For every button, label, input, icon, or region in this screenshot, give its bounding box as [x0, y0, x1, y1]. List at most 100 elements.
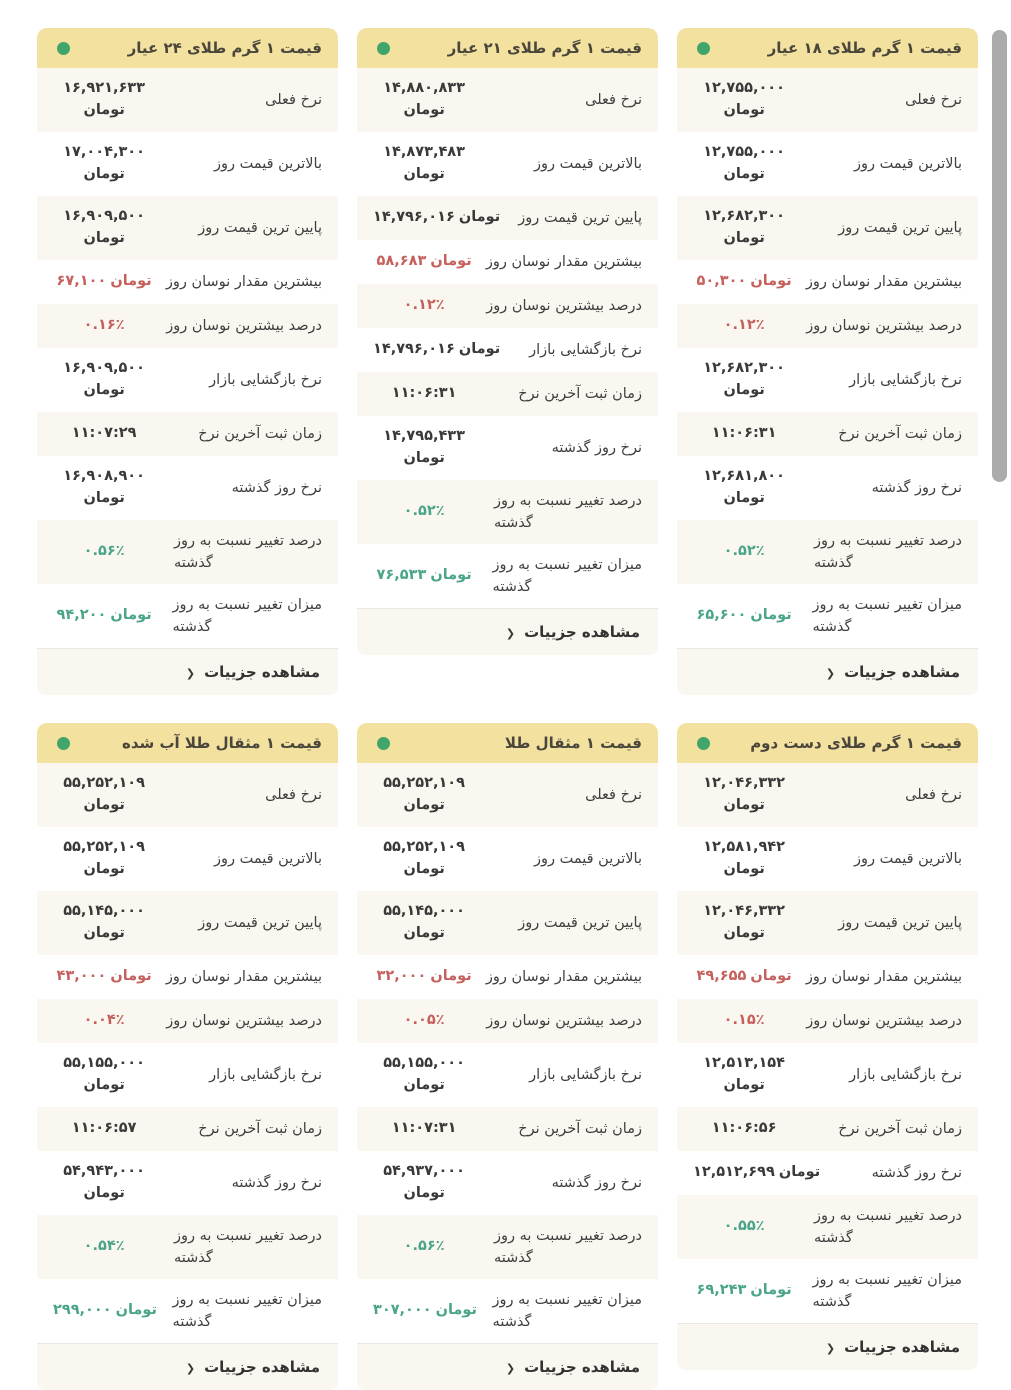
view-details-link[interactable]: مشاهده جزییات ❮ [357, 1343, 658, 1390]
view-details-label: مشاهده جزییات [204, 663, 320, 681]
value-number: ۵۵,۲۵۲,۱۰۹ [63, 839, 146, 856]
value-number: ۱۷,۰۰۴,۳۰۰ [63, 144, 146, 161]
card-title: قیمت ۱ گرم طلای دست دوم [750, 734, 962, 752]
row-value: ۰.۰۵٪ [373, 1010, 475, 1032]
value-number: ۹۴,۲۰۰ [56, 607, 107, 624]
row-label-text: بالاترین قیمت روز [854, 850, 962, 867]
row-value: ۱۲,۷۵۵,۰۰۰ تومان [693, 142, 795, 186]
value-number: ۰.۵۶٪ [403, 1238, 445, 1255]
value-number: ۱۱:۰۶:۵۶ [711, 1120, 777, 1137]
price-row-current_rate: نرخ فعلی ۵۵,۲۵۲,۱۰۹ تومان [37, 763, 338, 827]
value-unit: تومان [83, 1077, 125, 1093]
row-label: میزان تغییر نسبت به روز گذشته [157, 1289, 322, 1334]
value-number: ۳۰۷,۰۰۰ [373, 1302, 432, 1319]
value-unit: تومان [458, 209, 501, 226]
value-number: ۱۲,۶۸۲,۳۰۰ [703, 208, 786, 225]
price-row-current_rate: نرخ فعلی ۱۶,۹۲۱,۶۳۳ تومان [37, 68, 338, 132]
row-value: ۱۶,۹۰۸,۹۰۰ تومان [53, 466, 155, 510]
value-unit: تومان [83, 861, 125, 877]
value-number: ۵۵,۱۴۵,۰۰۰ [63, 903, 146, 920]
row-label: میزان تغییر نسبت به روز گذشته [477, 1289, 642, 1334]
row-value: ۵۵,۱۵۵,۰۰۰ تومان [53, 1053, 155, 1097]
row-value: ۴۹,۶۵۵ تومان [693, 966, 795, 988]
price-row-last_rate_time: زمان ثبت آخرین نرخ ۱۱:۰۶:۵۷ [37, 1107, 338, 1151]
row-value: ۰.۱۵٪ [693, 1010, 795, 1032]
row-label: درصد بیشترین نوسان روز [155, 315, 322, 337]
row-label: بالاترین قیمت روز [475, 153, 642, 175]
value-number: ۰.۵۲٪ [403, 503, 445, 520]
row-label-text: نرخ روز گذشته [871, 479, 962, 496]
row-value: ۳۰۷,۰۰۰ تومان [373, 1300, 477, 1322]
row-value: ۱۲,۶۸۲,۳۰۰ تومان [693, 206, 795, 250]
row-value: ۹۴,۲۰۰ تومان [53, 605, 155, 627]
price-row-change_amount: میزان تغییر نسبت به روز گذشته ۶۵,۶۰۰ تومان [677, 584, 978, 648]
price-row-yesterday_rate: نرخ روز گذشته ۵۴,۹۳۷,۰۰۰ تومان [357, 1151, 658, 1215]
value-unit: تومان [750, 607, 792, 624]
price-row-highest_day: بالاترین قیمت روز ۱۲,۵۸۱,۹۴۲ تومان [677, 827, 978, 891]
row-label-text: درصد تغییر نسبت به روز گذشته [493, 1227, 642, 1266]
row-label-text: پایین ترین قیمت روز [518, 209, 642, 226]
view-details-label: مشاهده جزییات [524, 1358, 640, 1376]
value-number: ۱۱:۰۶:۳۱ [711, 425, 777, 442]
price-row-max_fluct_percent: درصد بیشترین نوسان روز ۰.۰۴٪ [37, 999, 338, 1043]
row-label-text: زمان ثبت آخرین نرخ [198, 425, 322, 442]
value-number: ۰.۱۶٪ [83, 317, 125, 334]
row-label: زمان ثبت آخرین نرخ [475, 383, 642, 405]
row-label: بالاترین قیمت روز [795, 848, 962, 870]
value-unit: تومان [403, 166, 445, 182]
price-row-opening_rate: نرخ بازگشایی بازار ۱۴,۷۹۶,۰۱۶ تومان [357, 328, 658, 372]
value-number: ۵۰,۳۰۰ [696, 273, 747, 290]
price-row-change_percent: درصد تغییر نسبت به روز گذشته ۰.۵۶٪ [357, 1215, 658, 1279]
value-number: ۴۳,۰۰۰ [56, 968, 107, 985]
value-unit: تومان [750, 1282, 792, 1299]
row-label-text: پایین ترین قیمت روز [838, 219, 962, 236]
row-label-text: میزان تغییر نسبت به روز گذشته [172, 596, 322, 635]
price-row-change_amount: میزان تغییر نسبت به روز گذشته ۳۰۷,۰۰۰ تومان [357, 1279, 658, 1343]
view-details-link[interactable]: مشاهده جزییات ❮ [357, 608, 658, 655]
price-card-18k-gram: قیمت ۱ گرم طلای ۱۸ عیار نرخ فعلی ۱۲,۷۵۵,۰۰… [677, 28, 978, 695]
row-label: نرخ فعلی [475, 784, 642, 806]
price-row-change_percent: درصد تغییر نسبت به روز گذشته ۰.۵۶٪ [37, 520, 338, 584]
value-number: ۱۲,۰۴۶,۳۳۲ [703, 775, 786, 792]
view-details-label: مشاهده جزییات [844, 1338, 960, 1356]
view-details-link[interactable]: مشاهده جزییات ❮ [677, 648, 978, 695]
row-label-text: درصد تغییر نسبت به روز گذشته [173, 1227, 322, 1266]
scrollbar-thumb[interactable] [992, 30, 1007, 482]
price-row-lowest_day: پایین ترین قیمت روز ۱۴,۷۹۶,۰۱۶ تومان [357, 196, 658, 240]
row-label-text: زمان ثبت آخرین نرخ [838, 425, 962, 442]
row-label: پایین ترین قیمت روز [155, 217, 322, 239]
price-row-max_fluct_percent: درصد بیشترین نوسان روز ۰.۱۶٪ [37, 304, 338, 348]
value-number: ۱۲,۰۴۶,۳۳۲ [703, 903, 786, 920]
view-details-link[interactable]: مشاهده جزییات ❮ [677, 1323, 978, 1370]
card-header: قیمت ۱ مثقال طلا [357, 723, 658, 763]
row-label-text: میزان تغییر نسبت به روز گذشته [492, 556, 642, 595]
view-details-link[interactable]: مشاهده جزییات ❮ [37, 648, 338, 695]
row-label-text: میزان تغییر نسبت به روز گذشته [492, 1291, 642, 1330]
value-unit: تومان [430, 253, 472, 270]
price-row-last_rate_time: زمان ثبت آخرین نرخ ۱۱:۰۷:۳۱ [357, 1107, 658, 1151]
value-number: ۵۵,۱۵۵,۰۰۰ [383, 1055, 466, 1072]
row-label: بیشترین مقدار نوسان روز [475, 251, 642, 273]
card-header: قیمت ۱ گرم طلای ۱۸ عیار [677, 28, 978, 68]
price-row-yesterday_rate: نرخ روز گذشته ۱۶,۹۰۸,۹۰۰ تومان [37, 456, 338, 520]
row-label: میزان تغییر نسبت به روز گذشته [475, 554, 642, 599]
row-label: بیشترین مقدار نوسان روز [795, 966, 962, 988]
view-details-link[interactable]: مشاهده جزییات ❮ [37, 1343, 338, 1390]
row-label-text: پایین ترین قیمت روز [518, 914, 642, 931]
card-title: قیمت ۱ مثقال طلا آب شده [121, 734, 322, 752]
row-value: ۵۰,۳۰۰ تومان [693, 271, 795, 293]
row-label-text: بیشترین مقدار نوسان روز [485, 253, 642, 270]
row-value: ۰.۵۶٪ [373, 1236, 475, 1258]
row-label-text: نرخ بازگشایی بازار [849, 371, 962, 388]
row-label-text: درصد تغییر نسبت به روز گذشته [173, 532, 322, 571]
row-label: نرخ بازگشایی بازار [795, 1064, 962, 1086]
row-label: زمان ثبت آخرین نرخ [155, 423, 322, 445]
row-value: ۰.۱۲٪ [693, 315, 795, 337]
row-label: بالاترین قیمت روز [155, 848, 322, 870]
value-number: ۰.۰۴٪ [83, 1012, 125, 1029]
row-label-text: پایین ترین قیمت روز [198, 914, 322, 931]
row-label-text: نرخ بازگشایی بازار [209, 1066, 322, 1083]
value-number: ۱۱:۰۷:۲۹ [71, 425, 137, 442]
price-row-change_percent: درصد تغییر نسبت به روز گذشته ۰.۵۴٪ [37, 1215, 338, 1279]
value-unit: تومان [723, 102, 765, 118]
